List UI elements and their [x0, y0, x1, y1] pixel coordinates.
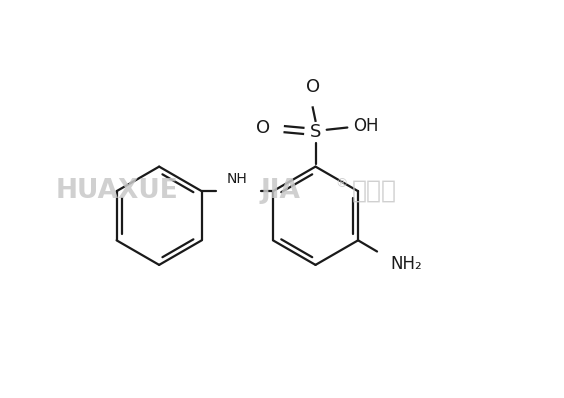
Text: HUAXUE: HUAXUE	[56, 178, 179, 204]
Text: O: O	[256, 119, 270, 137]
Text: 化学加: 化学加	[352, 179, 397, 203]
Text: NH₂: NH₂	[390, 255, 422, 273]
Text: JIA: JIA	[261, 178, 301, 204]
Text: S: S	[310, 123, 321, 141]
Text: ®: ®	[335, 178, 347, 190]
Text: O: O	[306, 78, 320, 96]
Text: NH: NH	[227, 172, 248, 186]
Text: OH: OH	[353, 117, 378, 135]
